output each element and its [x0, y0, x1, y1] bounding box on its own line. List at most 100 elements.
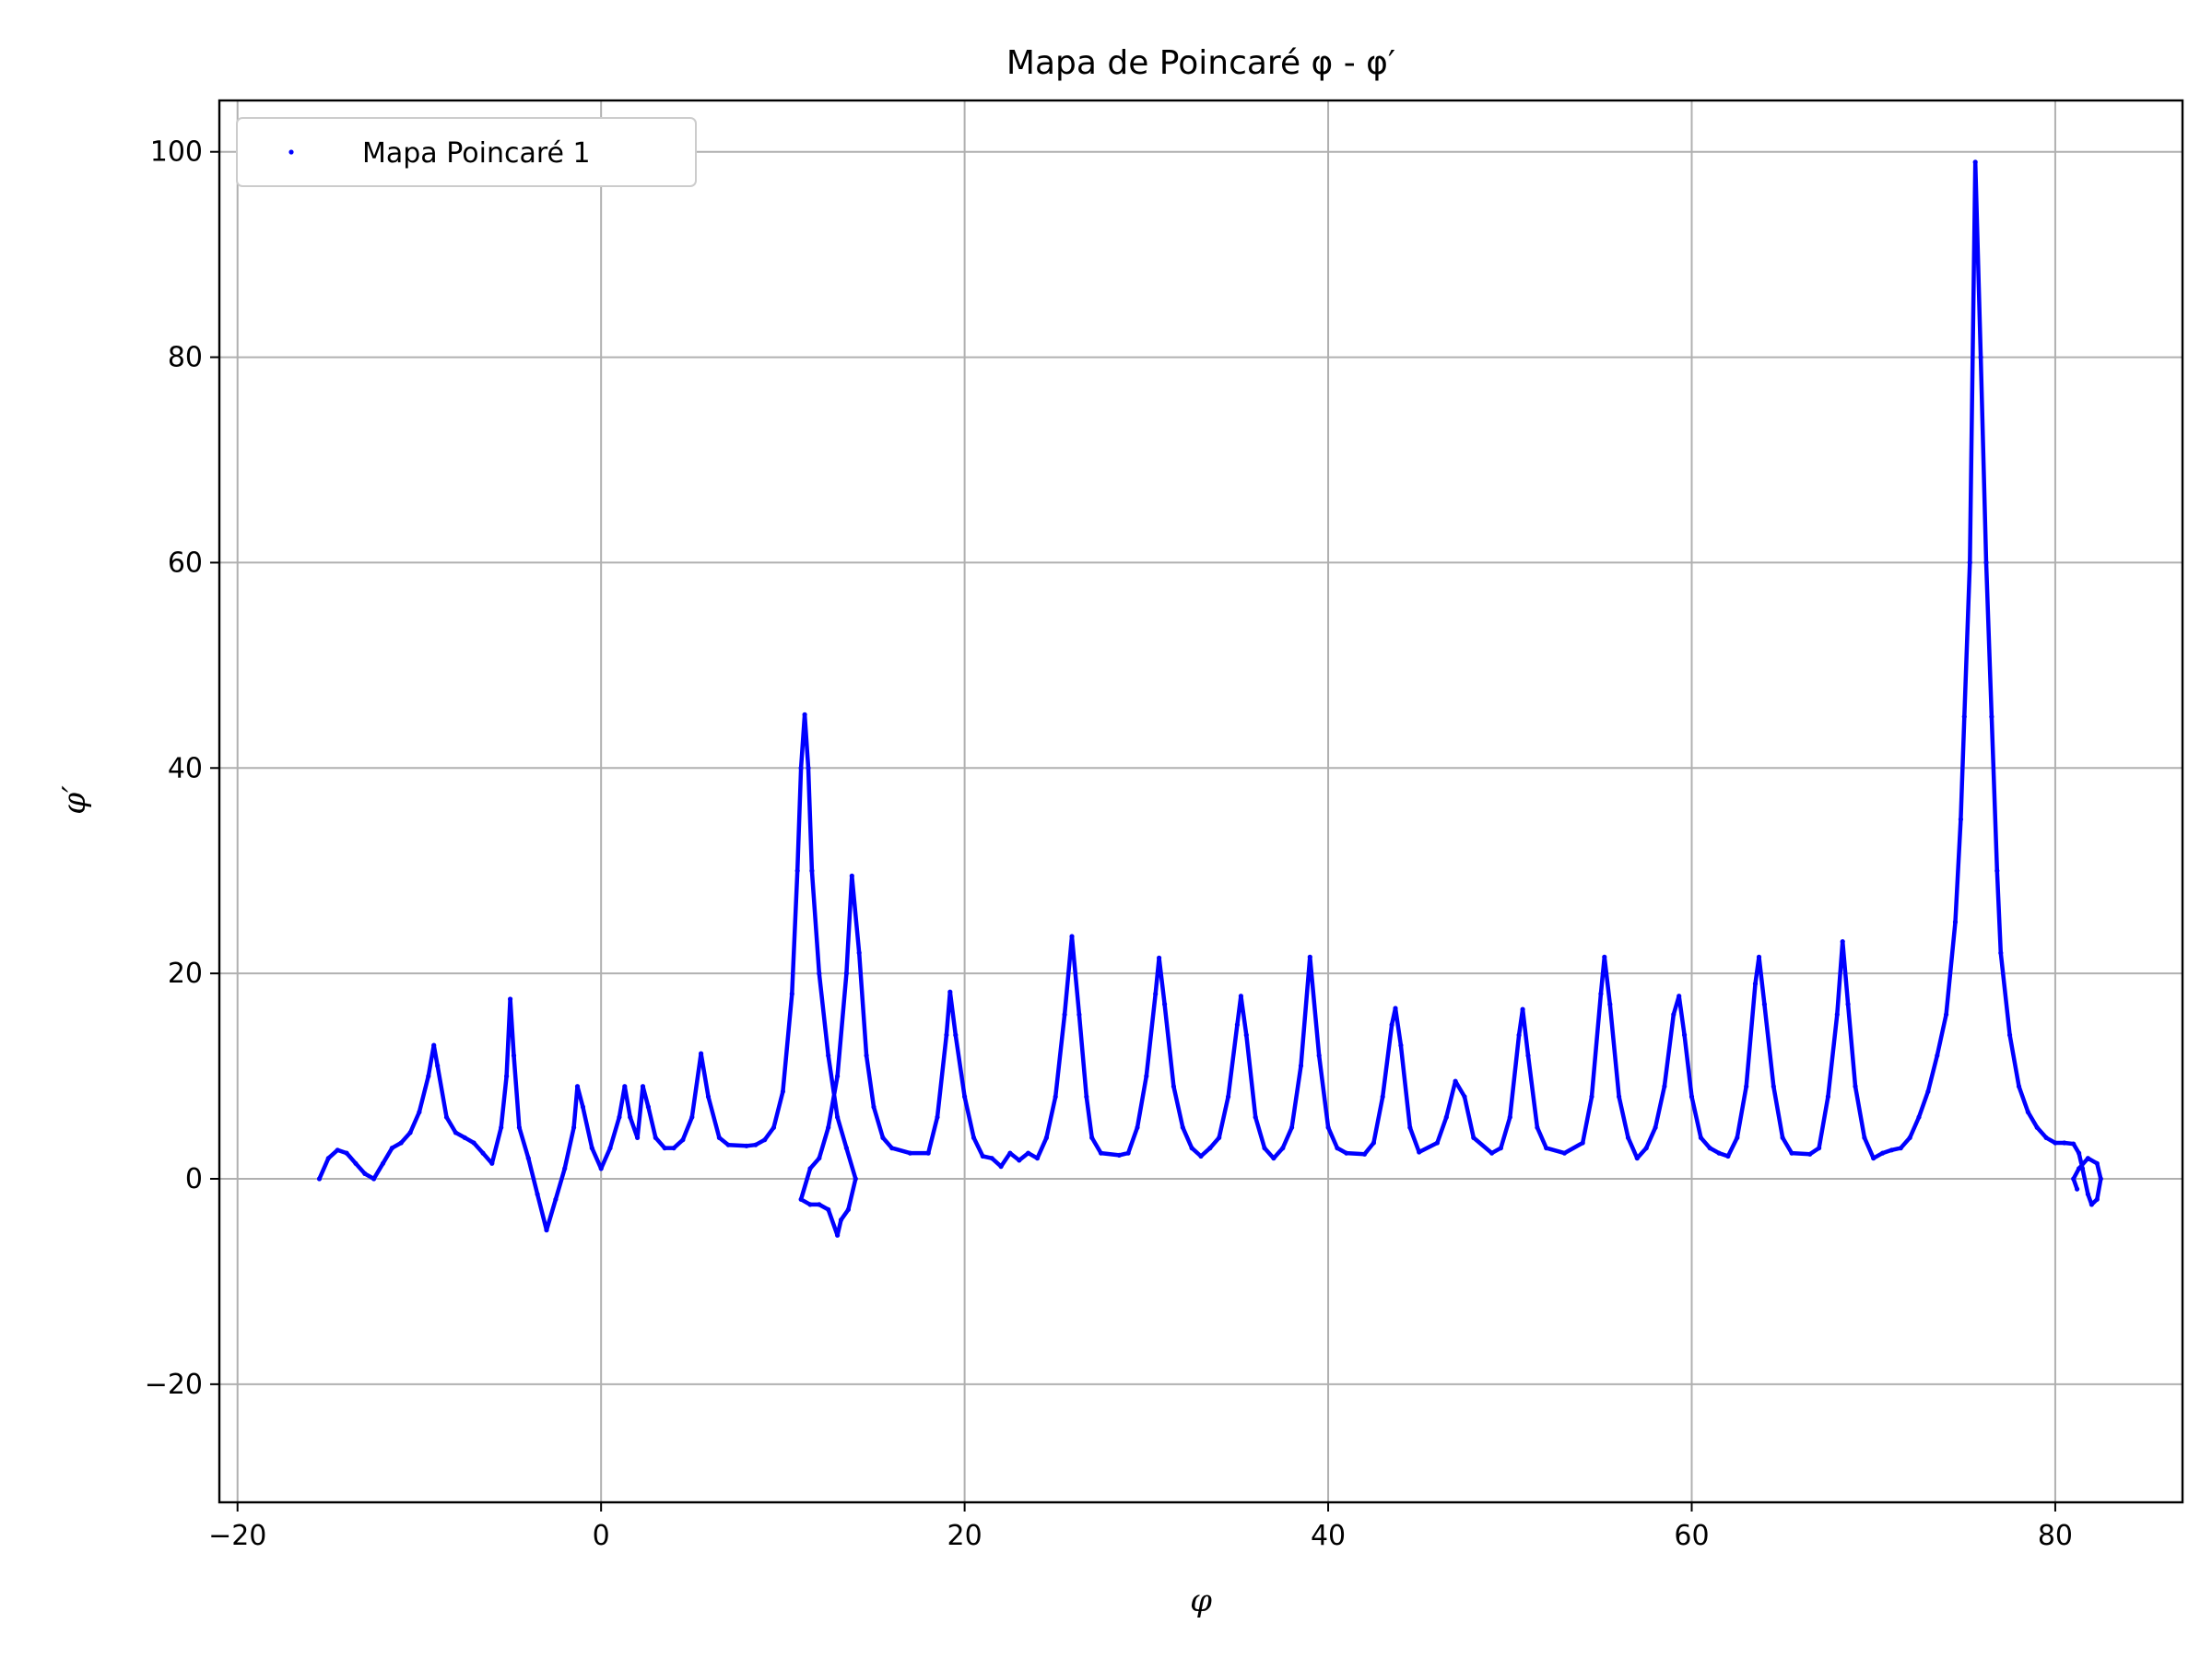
data-point [1289, 1124, 1295, 1130]
data-point [780, 1088, 786, 1094]
data-point [1707, 1146, 1712, 1151]
data-point [1888, 1147, 1894, 1153]
data-point [1602, 954, 1607, 959]
data-point [907, 1150, 913, 1156]
data-point [1393, 1006, 1398, 1011]
data-point [1407, 1124, 1413, 1130]
data-point [1217, 1135, 1222, 1140]
data-point [1307, 954, 1312, 959]
data-point [1316, 1053, 1322, 1058]
data-point [826, 1124, 831, 1130]
data-point [835, 1232, 841, 1238]
data-point [853, 1176, 858, 1182]
data-point [1634, 1156, 1640, 1161]
data-point [1043, 1135, 1049, 1140]
data-point [574, 1084, 581, 1089]
data-point [1253, 1114, 1258, 1120]
data-point [925, 1150, 931, 1156]
data-point [716, 1135, 723, 1140]
data-point [1744, 1084, 1749, 1089]
data-point [856, 950, 862, 956]
data-point [1017, 1158, 1022, 1163]
data-point [1662, 1084, 1667, 1089]
data-point [980, 1153, 985, 1159]
data-point [1840, 939, 1845, 945]
data-point [1189, 1146, 1194, 1151]
data-point [1084, 1094, 1089, 1100]
data-point [553, 1196, 559, 1202]
data-point [316, 1176, 323, 1182]
data-point [1125, 1150, 1131, 1156]
data-point [662, 1146, 667, 1151]
data-point [1998, 950, 2004, 956]
x-axis-label: φ [1190, 1583, 1212, 1619]
data-point [640, 1084, 646, 1089]
data-point [1817, 1146, 1822, 1151]
data-point [1207, 1146, 1213, 1151]
data-point [407, 1130, 413, 1135]
data-point [1561, 1150, 1567, 1156]
data-point [1916, 1114, 1922, 1120]
data-point [798, 765, 804, 771]
data-point [1089, 1135, 1095, 1140]
data-point [1989, 714, 1994, 720]
y-tick-label: 60 [168, 547, 203, 579]
data-point [344, 1150, 349, 1156]
data-point [462, 1135, 467, 1140]
data-point [617, 1114, 622, 1120]
data-point [826, 1053, 831, 1058]
plot-frame [218, 99, 2184, 1504]
data-point [1972, 159, 1978, 165]
data-point [2016, 1084, 2022, 1089]
data-point [1053, 1094, 1058, 1100]
data-point [2094, 1160, 2100, 1166]
data-point [771, 1124, 777, 1130]
data-point [1598, 991, 1604, 996]
data-point [671, 1146, 677, 1151]
data-point [809, 868, 815, 874]
data-point [935, 1114, 940, 1120]
data-point [794, 868, 800, 874]
data-point [443, 1114, 450, 1120]
data-point [516, 1124, 523, 1130]
data-point [725, 1142, 731, 1147]
data-point [480, 1150, 486, 1156]
data-point [1771, 1084, 1776, 1089]
chart-title: Mapa de Poincaré φ - φ′ [1006, 44, 1395, 82]
data-point [1994, 868, 2000, 874]
data-point [753, 1142, 759, 1147]
data-point [1135, 1124, 1140, 1130]
data-point [1162, 1002, 1168, 1007]
data-point [371, 1176, 377, 1182]
data-point [645, 1104, 652, 1110]
data-point [511, 1053, 517, 1058]
data-point [1069, 934, 1075, 939]
data-point [508, 996, 513, 1002]
data-point [2034, 1124, 2040, 1130]
data-point [622, 1084, 628, 1089]
x-tick-label: 20 [947, 1520, 982, 1552]
data-point [1944, 1012, 1949, 1018]
data-point [535, 1192, 540, 1197]
data-point [1898, 1146, 1903, 1151]
data-point [1653, 1124, 1658, 1130]
data-point [1834, 1012, 1840, 1018]
data-point [471, 1140, 477, 1146]
data-point [1688, 1094, 1695, 1100]
data-point [353, 1160, 359, 1166]
data-point [1344, 1150, 1349, 1156]
data-point [817, 1202, 822, 1207]
y-tick-label: 20 [168, 958, 203, 990]
data-point [2085, 1192, 2090, 1197]
data-point [1335, 1146, 1340, 1151]
data-point [1462, 1094, 1467, 1100]
data-point [362, 1171, 368, 1176]
data-point [504, 1074, 510, 1079]
data-point [1961, 714, 1967, 720]
data-point [1498, 1146, 1503, 1151]
data-point [1371, 1140, 1376, 1146]
data-point [2053, 1140, 2058, 1146]
data-point [580, 1104, 586, 1110]
data-point [2077, 1150, 2082, 1156]
